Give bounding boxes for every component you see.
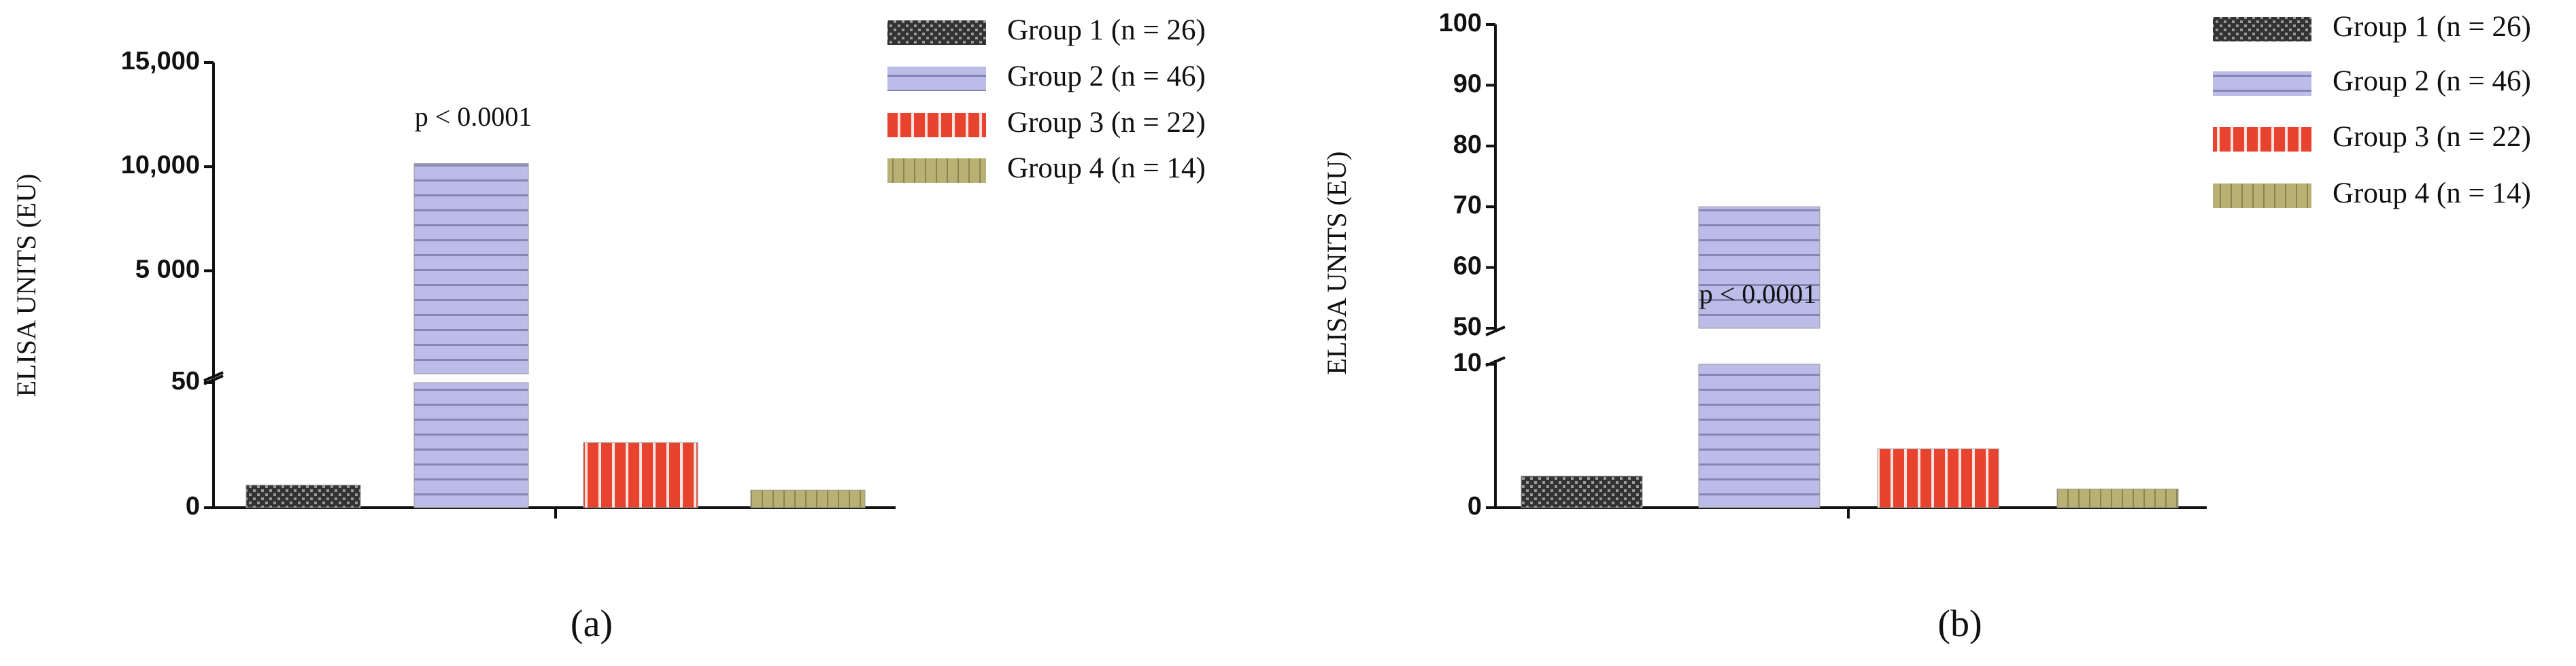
bar bbox=[750, 489, 866, 508]
y-tick-label: 60 bbox=[1453, 252, 1482, 281]
legend-label: Group 1 (n = 26) bbox=[1007, 14, 1206, 46]
y-tick-label: 100 bbox=[1439, 9, 1482, 37]
legend-swatch bbox=[887, 113, 986, 137]
legend-label: Group 2 (n = 46) bbox=[2333, 65, 2531, 97]
legend-swatch bbox=[887, 158, 986, 183]
y-axis-title: ELISA UNITS (EU) bbox=[11, 174, 41, 398]
bar bbox=[583, 442, 698, 508]
annotation: p < 0.0001 bbox=[1699, 279, 1817, 309]
legend-label: Group 3 (n = 22) bbox=[2333, 121, 2531, 153]
bar bbox=[413, 163, 529, 374]
bar bbox=[1877, 448, 1999, 508]
y-tick-label: 10 bbox=[1453, 349, 1482, 377]
y-tick-label: 50 bbox=[171, 367, 200, 396]
axis-break bbox=[1485, 326, 1506, 336]
y-tick-label: 90 bbox=[1453, 69, 1482, 98]
legend-label: Group 2 (n = 46) bbox=[1007, 60, 1206, 92]
panel-label: (b) bbox=[1937, 603, 1982, 645]
y-axis-title: ELISA UNITS (EU) bbox=[1321, 152, 1352, 375]
legend-swatch bbox=[2213, 71, 2311, 96]
y-tick-label: 80 bbox=[1453, 130, 1482, 159]
y-tick-label: 50 bbox=[1453, 313, 1482, 341]
bar bbox=[1698, 364, 1820, 508]
annotation: p < 0.0001 bbox=[415, 101, 532, 132]
panel-label: (a) bbox=[571, 603, 613, 645]
legend-swatch bbox=[887, 67, 986, 91]
bar bbox=[413, 382, 529, 508]
legend-label: Group 1 (n = 26) bbox=[2333, 11, 2531, 43]
y-tick-label: 70 bbox=[1453, 191, 1482, 220]
y-tick-label: 15,000 bbox=[121, 47, 200, 75]
bar bbox=[245, 485, 361, 508]
legend-swatch bbox=[2213, 127, 2311, 152]
axis-break bbox=[203, 371, 224, 382]
bar bbox=[1698, 206, 1820, 329]
legend-label: Group 4 (n = 14) bbox=[2333, 177, 2531, 209]
bar bbox=[1521, 476, 1643, 508]
y-tick-label: 0 bbox=[1468, 492, 1482, 521]
legend-label: Group 4 (n = 14) bbox=[1007, 152, 1206, 184]
legend-label: Group 3 (n = 22) bbox=[1007, 107, 1206, 139]
y-tick-label: 0 bbox=[186, 492, 200, 521]
y-tick-label: 10,000 bbox=[121, 151, 200, 179]
bar bbox=[2056, 489, 2179, 508]
y-tick-label: 5 000 bbox=[135, 255, 200, 283]
legend-swatch bbox=[2213, 183, 2311, 208]
legend-swatch bbox=[2213, 17, 2311, 41]
legend-swatch bbox=[887, 20, 986, 45]
